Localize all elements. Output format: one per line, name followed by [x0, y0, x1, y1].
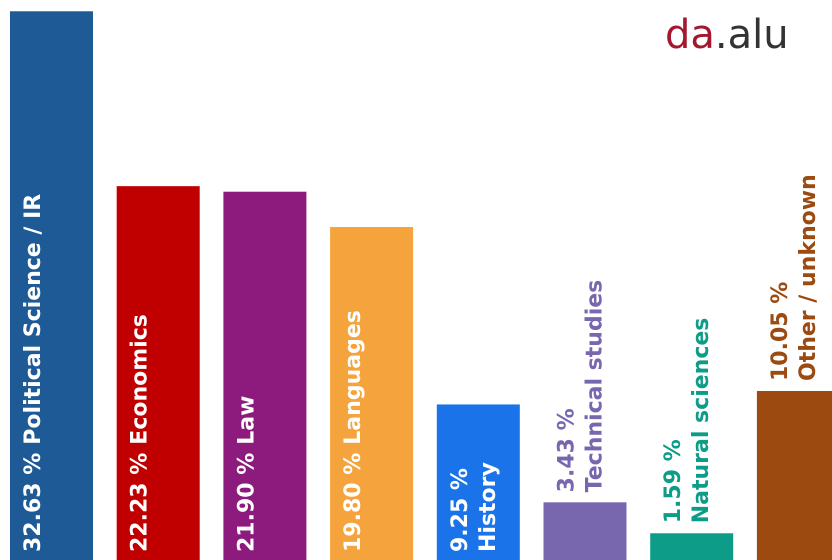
bar	[756, 390, 832, 560]
bar-label: 1.59 %	[661, 439, 686, 523]
bar	[543, 502, 627, 560]
logo-part: da	[665, 12, 715, 58]
bar-label: 10.05 %	[768, 282, 793, 381]
bar	[223, 191, 307, 560]
bar-label: Other / unknown	[796, 174, 821, 381]
bar-label: History	[476, 462, 501, 552]
bar	[116, 186, 200, 560]
bar-label: 19.80 %	[341, 453, 366, 552]
bar-label: 22.23 %	[128, 453, 153, 552]
bar-label: Law	[234, 396, 259, 445]
bar	[330, 227, 414, 560]
bar-label: 3.43 %	[555, 408, 580, 492]
bar-label: 9.25 %	[448, 468, 473, 552]
bar-label: Languages	[341, 310, 366, 445]
bar	[436, 404, 520, 560]
bar-label: Natural sciences	[689, 318, 714, 524]
bar-label: Technical studies	[583, 280, 608, 493]
logo-part: .alu	[715, 12, 789, 58]
logo: da.alu	[665, 12, 789, 58]
bar-label: Economics	[128, 314, 153, 445]
bar	[10, 11, 93, 560]
bar-label: 32.63 %	[21, 453, 46, 552]
bar	[650, 533, 734, 560]
bar-label: Political Science / IR	[21, 194, 46, 445]
bar-label: 21.90 %	[234, 453, 259, 552]
